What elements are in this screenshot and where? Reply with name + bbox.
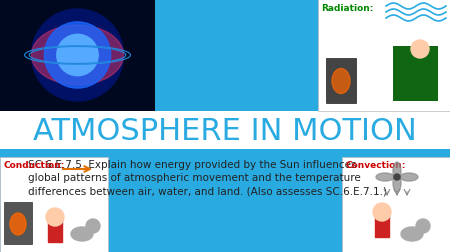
Ellipse shape bbox=[71, 227, 93, 241]
Bar bbox=[0, 112, 450, 149]
Text: Conduction:: Conduction: bbox=[3, 160, 64, 169]
Circle shape bbox=[46, 208, 64, 226]
Circle shape bbox=[32, 10, 123, 102]
Bar bbox=[4, 202, 32, 244]
Circle shape bbox=[373, 203, 391, 221]
Text: ATMOSPHERE IN MOTION: ATMOSPHERE IN MOTION bbox=[33, 116, 417, 145]
Ellipse shape bbox=[332, 69, 350, 94]
Bar bbox=[0, 0, 155, 112]
Bar bbox=[48, 219, 62, 242]
Circle shape bbox=[86, 219, 100, 233]
Text: Radiation:: Radiation: bbox=[321, 4, 373, 13]
Bar bbox=[326, 59, 356, 104]
Ellipse shape bbox=[10, 213, 26, 235]
Ellipse shape bbox=[376, 173, 394, 181]
Bar bbox=[393, 47, 438, 102]
Bar bbox=[375, 214, 389, 237]
Text: global patterns of atmospheric movement and the temperature: global patterns of atmospheric movement … bbox=[28, 172, 361, 182]
Text: SC.6.E.7.5  Explain how energy provided by the Sun influences: SC.6.E.7.5 Explain how energy provided b… bbox=[28, 159, 356, 169]
Circle shape bbox=[411, 41, 429, 59]
Ellipse shape bbox=[32, 26, 123, 86]
Circle shape bbox=[57, 35, 98, 76]
Circle shape bbox=[45, 23, 111, 89]
Text: differences between air, water, and land. (Also assesses SC.6.E.7.1.): differences between air, water, and land… bbox=[28, 185, 387, 195]
Ellipse shape bbox=[393, 162, 401, 180]
Circle shape bbox=[416, 219, 430, 233]
Bar bbox=[318, 0, 450, 112]
Bar bbox=[342, 158, 450, 252]
Ellipse shape bbox=[393, 174, 401, 192]
Ellipse shape bbox=[401, 227, 423, 241]
Ellipse shape bbox=[400, 173, 418, 181]
Bar bbox=[0, 158, 108, 252]
Circle shape bbox=[394, 174, 400, 180]
Text: Convection:: Convection: bbox=[345, 160, 405, 169]
